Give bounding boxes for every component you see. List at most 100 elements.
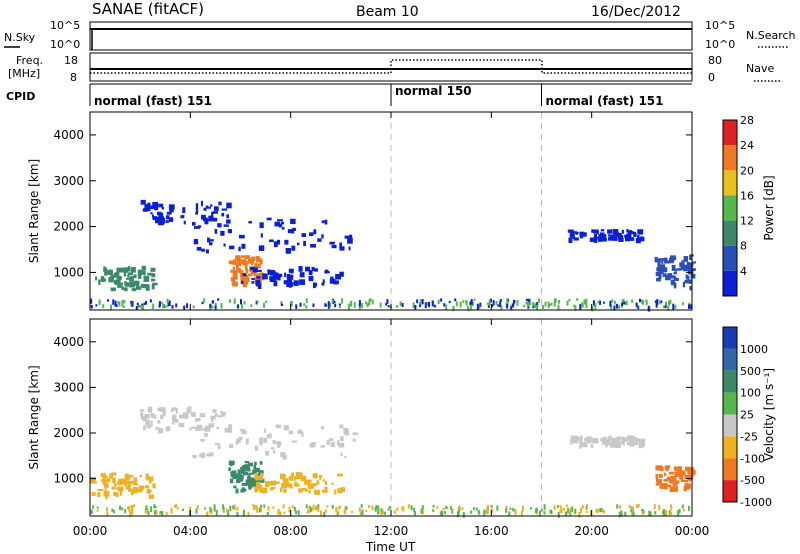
ground-scatter-cell — [661, 510, 664, 515]
ground-scatter-cell — [130, 504, 133, 508]
range-time-cell — [574, 435, 580, 441]
range-time-cell — [598, 234, 604, 237]
range-time-cell — [204, 425, 210, 431]
range-time-cell — [260, 259, 263, 265]
ground-scatter-cell — [440, 298, 443, 302]
ground-scatter-cell — [241, 304, 244, 309]
ground-scatter-cell — [297, 510, 300, 516]
range-time-cell — [673, 278, 679, 281]
range-time-cell — [661, 265, 664, 269]
ground-scatter-cell — [135, 305, 138, 311]
range-time-cell — [170, 409, 174, 412]
range-time-cell — [237, 469, 241, 476]
range-time-cell — [263, 437, 268, 443]
range-time-cell — [169, 207, 174, 213]
ground-scatter-cell — [312, 504, 315, 511]
ground-scatter-cell — [512, 507, 515, 512]
ground-scatter-cell — [505, 505, 508, 510]
range-time-cell — [245, 479, 252, 486]
ground-scatter-cell — [595, 508, 598, 513]
ground-scatter-cell — [536, 305, 539, 310]
range-time-cell — [216, 426, 220, 430]
range-time-cell — [113, 272, 120, 278]
x-tick-label: 08:00 — [273, 524, 308, 538]
range-time-cell — [625, 235, 630, 242]
ground-scatter-cell — [641, 511, 644, 515]
ground-scatter-cell — [359, 511, 362, 515]
ground-scatter-cell — [658, 504, 661, 511]
range-time-cell — [168, 217, 174, 222]
ground-scatter-cell — [485, 511, 488, 514]
range-time-cell — [640, 440, 643, 446]
ground-scatter-cell — [203, 298, 206, 303]
ground-scatter-cell — [547, 303, 550, 309]
range-time-cell — [144, 485, 150, 489]
ground-scatter-cell — [682, 509, 685, 512]
range-time-cell — [104, 271, 108, 276]
ground-scatter-cell — [305, 305, 308, 309]
range-time-cell — [220, 410, 223, 414]
range-time-cell — [590, 443, 594, 448]
range-time-cell — [287, 229, 293, 234]
range-time-cell — [593, 233, 597, 240]
colorbar-swatch — [723, 170, 737, 196]
ground-scatter-cell — [461, 507, 464, 510]
ground-scatter-cell — [583, 299, 586, 305]
range-time-cell — [685, 466, 691, 471]
colorbar-tick-label: 24 — [740, 139, 754, 152]
range-time-cell — [631, 435, 635, 441]
range-time-cell — [172, 414, 177, 421]
ground-scatter-cell — [220, 303, 223, 309]
range-time-cell — [235, 262, 240, 265]
ground-scatter-cell — [437, 299, 440, 305]
range-time-cell — [251, 482, 258, 487]
range-time-cell — [278, 223, 283, 227]
ground-scatter-cell — [371, 299, 374, 305]
range-time-cell — [231, 282, 237, 285]
ground-scatter-cell — [236, 511, 239, 517]
range-time-cell — [217, 444, 221, 450]
range-time-cell — [270, 447, 275, 450]
range-time-cell — [289, 282, 294, 285]
ground-scatter-cell — [490, 508, 493, 514]
range-time-cell — [272, 440, 276, 444]
range-time-cell — [145, 285, 150, 291]
ground-scatter-cell — [672, 303, 675, 310]
ground-scatter-cell — [155, 509, 158, 516]
range-time-cell — [659, 484, 665, 489]
ground-scatter-cell — [520, 510, 523, 516]
range-time-cell — [298, 488, 303, 493]
ground-scatter-cell — [559, 510, 562, 514]
range-time-cell — [314, 489, 320, 495]
ground-scatter-cell — [413, 507, 416, 513]
range-time-cell — [191, 221, 196, 226]
range-time-cell — [689, 262, 694, 267]
range-time-cell — [136, 488, 143, 493]
ground-scatter-cell — [382, 510, 385, 515]
range-time-cell — [686, 484, 689, 488]
colorbar-tick-label: 12 — [740, 215, 754, 228]
ground-scatter-cell — [662, 305, 665, 309]
ground-scatter-cell — [523, 304, 526, 308]
range-time-cell — [113, 492, 119, 496]
ground-scatter-cell — [136, 302, 139, 306]
ground-scatter-cell — [648, 510, 651, 516]
ground-scatter-cell — [161, 304, 164, 308]
range-time-cell — [195, 417, 201, 422]
range-time-cell — [259, 245, 265, 251]
range-time-cell — [245, 274, 249, 281]
range-time-cell — [150, 212, 153, 215]
ground-scatter-cell — [473, 298, 476, 301]
range-time-cell — [611, 437, 616, 444]
range-time-cell — [200, 438, 205, 442]
ground-scatter-cell — [491, 304, 494, 308]
range-time-cell — [214, 229, 218, 234]
ground-scatter-cell — [613, 300, 616, 305]
range-time-cell — [100, 278, 107, 282]
ground-scatter-cell — [211, 305, 214, 309]
range-time-cell — [228, 467, 231, 472]
colorbar-swatch — [723, 392, 737, 415]
range-time-cell — [682, 281, 686, 288]
colorbar-frame — [722, 326, 738, 503]
range-time-cell — [689, 254, 694, 257]
